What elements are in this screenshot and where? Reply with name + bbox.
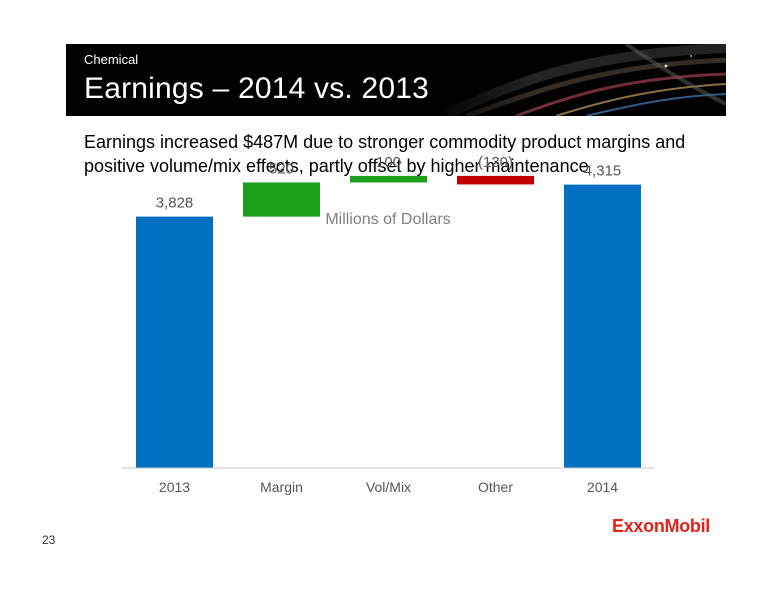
title-banner: Chemical Earnings – 2014 vs. 2013 — [66, 44, 726, 116]
bar-other — [457, 175, 534, 185]
data-label-other: (130) — [478, 154, 513, 171]
bar-margin — [243, 182, 320, 217]
bar-vol-mix — [350, 175, 427, 183]
slide-number: 23 — [42, 533, 56, 547]
decorative-light-streaks — [426, 44, 726, 116]
section-label: Chemical — [84, 52, 139, 67]
chart-title: Millions of Dollars — [325, 211, 450, 228]
data-label-2014: 4,315 — [584, 163, 622, 180]
headline-text: Earnings increased $487M due to stronger… — [84, 132, 686, 176]
category-label-margin: Margin — [260, 479, 303, 495]
exxonmobil-logo: ExxonMobil — [612, 516, 711, 536]
data-label-2013: 3,828 — [156, 195, 194, 212]
category-label-2013: 2013 — [159, 479, 190, 495]
category-label-vol-mix: Vol/Mix — [366, 479, 411, 495]
bar-2014 — [564, 184, 641, 468]
page-title: Earnings – 2014 vs. 2013 — [84, 72, 430, 105]
category-label-other: Other — [478, 479, 513, 495]
bar-2013 — [136, 216, 213, 468]
data-label-vol-mix: 100 — [376, 154, 401, 171]
data-label-margin: 520 — [269, 160, 294, 177]
category-label-2014: 2014 — [587, 479, 618, 495]
